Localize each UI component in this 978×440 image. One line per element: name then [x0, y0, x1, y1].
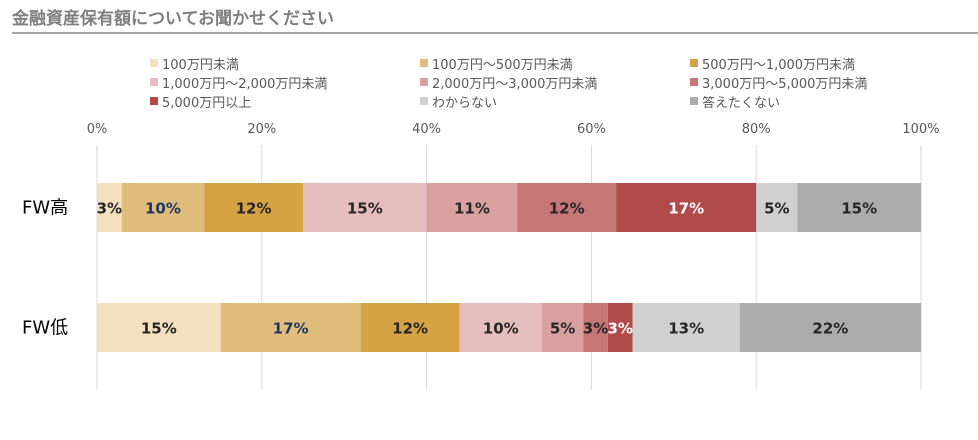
data-label: 15%: [347, 200, 383, 218]
legend-swatch: [420, 59, 428, 67]
x-tick-label: 40%: [412, 122, 441, 137]
legend-swatch: [150, 78, 158, 86]
legend-item: 1,000万円～2,000万円未満: [150, 73, 328, 92]
data-label: 22%: [812, 320, 848, 338]
data-label: 12%: [549, 200, 585, 218]
legend-label: 100万円未満: [162, 57, 239, 73]
bar-segment: [583, 303, 608, 352]
legend-swatch: [690, 59, 698, 67]
bar-segment: [459, 303, 542, 352]
data-label: 15%: [841, 200, 877, 218]
data-label: 3%: [97, 200, 122, 218]
category-label: FW低: [22, 318, 68, 339]
category-label: FW高: [22, 198, 68, 219]
bar-segment: [97, 303, 221, 352]
legend-label: 100万円～500万円未満: [432, 57, 573, 73]
legend-label: 答えたくない: [702, 95, 781, 111]
legend-swatch: [150, 97, 158, 105]
data-label: 13%: [668, 320, 704, 338]
legend-swatch: [420, 97, 428, 105]
bar-segment: [121, 183, 205, 232]
legend-label: 2,000万円～3,000万円未満: [432, 76, 598, 92]
legend-label: 3,000万円～5,000万円未満: [702, 76, 868, 92]
bar-segment: [739, 303, 921, 352]
data-label: 10%: [483, 320, 519, 338]
bar-segment: [220, 303, 361, 352]
legend-swatch: [420, 78, 428, 86]
bar-segment: [541, 303, 584, 352]
bar-segment: [616, 183, 757, 232]
bar-segment: [632, 303, 740, 352]
legend-swatch: [690, 78, 698, 86]
legend-item: わからない: [420, 92, 498, 111]
data-label: 11%: [454, 200, 490, 218]
data-label: 12%: [236, 200, 272, 218]
data-label: 10%: [145, 200, 181, 218]
data-label: 5%: [764, 200, 789, 218]
bar-segment: [517, 183, 617, 232]
bar-segment: [303, 183, 427, 232]
data-label: 12%: [392, 320, 428, 338]
bar-segment: [360, 303, 460, 352]
data-label: 17%: [273, 320, 309, 338]
data-label: 3%: [608, 320, 633, 338]
bar-segment: [204, 183, 303, 232]
x-tick-label: 60%: [577, 122, 606, 137]
legend-item: 2,000万円～3,000万円未満: [420, 73, 598, 92]
x-tick-label: 100%: [902, 122, 939, 137]
legend-swatch: [690, 97, 698, 105]
data-label: 3%: [583, 320, 608, 338]
legend-label: 500万円～1,000万円未満: [702, 57, 856, 73]
bar-segment: [797, 183, 921, 232]
x-tick-label: 20%: [247, 122, 276, 137]
bar-segment: [607, 303, 633, 352]
data-label: 17%: [668, 200, 704, 218]
data-label: 15%: [141, 320, 177, 338]
x-tick-label: 0%: [87, 122, 108, 137]
legend-label: 1,000万円～2,000万円未満: [162, 76, 328, 92]
bar-segment: [756, 183, 798, 232]
legend-label: 5,000万円以上: [162, 95, 252, 111]
legend-item: 500万円～1,000万円未満: [690, 54, 856, 73]
bar-segment: [426, 183, 518, 232]
legend-item: 3,000万円～5,000万円未満: [690, 73, 868, 92]
legend-swatch: [150, 59, 158, 67]
chart-title: 金融資産保有額についてお聞かせください: [12, 9, 334, 29]
title-divider: [12, 32, 978, 34]
x-tick-label: 80%: [742, 122, 771, 137]
legend-item: 100万円～500万円未満: [420, 54, 573, 73]
legend-item: 5,000万円以上: [150, 92, 252, 111]
legend-item: 100万円未満: [150, 54, 239, 73]
data-label: 5%: [550, 320, 575, 338]
bar-segment: [97, 183, 122, 232]
legend-item: 答えたくない: [690, 92, 781, 111]
legend-label: わからない: [432, 95, 498, 111]
